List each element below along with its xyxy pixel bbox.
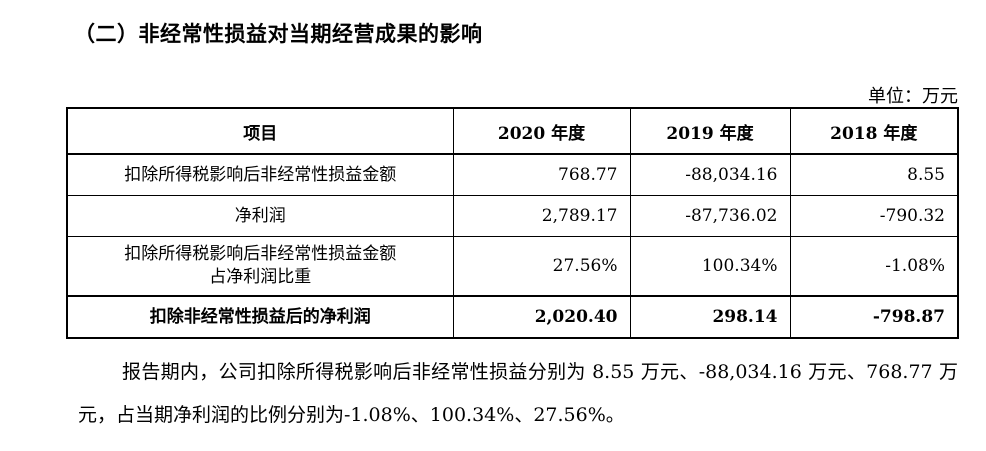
table-row: 扣除所得税影响后非经常性损益金额 占净利润比重 27.56% 100.34% -… [66, 236, 959, 297]
row-label: 扣除所得税影响后非经常性损益金额 [66, 153, 454, 196]
cell-2020: 2,020.40 [452, 295, 631, 339]
table-row-total: 扣除非经常性损益后的净利润 2,020.40 298.14 -798.87 [66, 295, 959, 339]
row-label: 扣除非经常性损益后的净利润 [66, 295, 454, 339]
cell-2018: 8.55 [789, 153, 959, 196]
table-header-row: 项目 2020 年度 2019 年度 2018 年度 [66, 107, 959, 155]
cell-2020: 768.77 [452, 153, 631, 196]
cell-2019: 100.34% [629, 236, 791, 297]
cell-2020: 27.56% [452, 236, 631, 297]
table-row: 净利润 2,789.17 -87,736.02 -790.32 [66, 195, 959, 237]
row-label: 扣除所得税影响后非经常性损益金额 占净利润比重 [66, 236, 454, 297]
cell-2018: -798.87 [789, 295, 959, 339]
body-paragraph: 报告期内，公司扣除所得税影响后非经常性损益分别为 8.55 万元、-88,034… [78, 361, 958, 426]
section-heading: （二）非经常性损益对当期经营成果的影响 [74, 22, 483, 46]
row-label-line: 扣除所得税影响后非经常性损益金额 [124, 244, 397, 264]
header-2018: 2018 年度 [789, 107, 959, 155]
unit-label: 单位：万元 [868, 86, 958, 107]
header-item: 项目 [66, 107, 454, 155]
row-label-line: 占净利润比重 [209, 267, 312, 287]
cell-2019: 298.14 [629, 295, 791, 339]
cell-2018: -790.32 [789, 195, 959, 237]
row-label: 净利润 [66, 195, 454, 237]
cell-2019: -88,034.16 [629, 153, 791, 196]
cell-2020: 2,789.17 [452, 195, 631, 237]
cell-2019: -87,736.02 [629, 195, 791, 237]
header-2019: 2019 年度 [629, 107, 791, 155]
cell-2018: -1.08% [789, 236, 959, 297]
table-row: 扣除所得税影响后非经常性损益金额 768.77 -88,034.16 8.55 [66, 153, 959, 196]
non-recurring-gains-table: 项目 2020 年度 2019 年度 2018 年度 扣除所得税影响后非经常性损… [66, 107, 959, 339]
header-2020: 2020 年度 [452, 107, 631, 155]
